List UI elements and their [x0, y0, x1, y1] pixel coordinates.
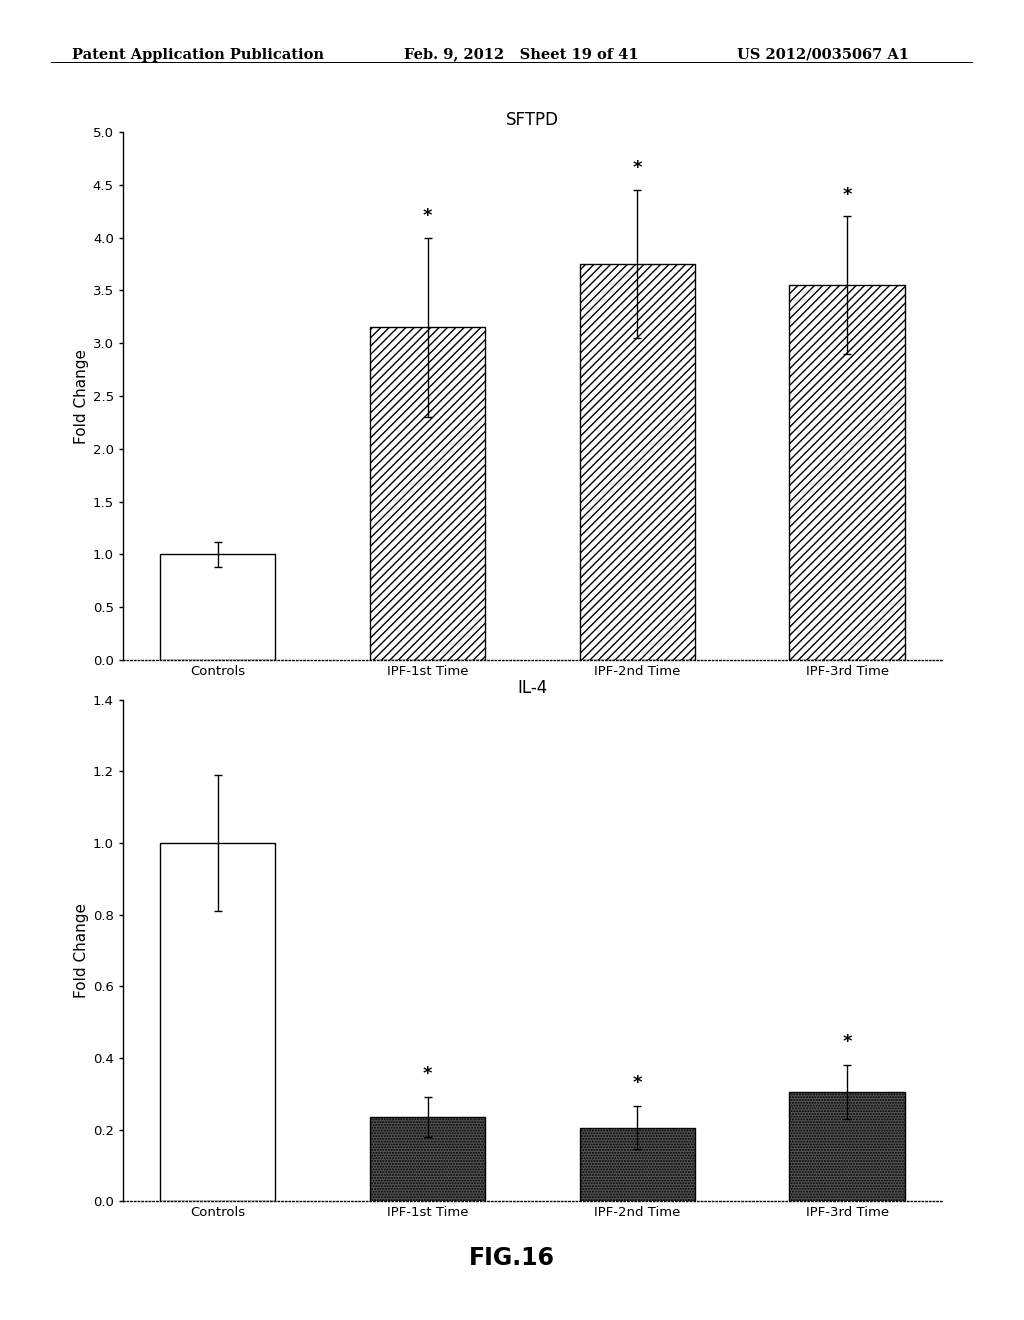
Text: *: * — [423, 207, 432, 224]
Bar — [370, 1117, 485, 1201]
Text: *: * — [843, 186, 852, 203]
Bar — [790, 285, 905, 660]
Title: SFTPD: SFTPD — [506, 111, 559, 129]
Text: *: * — [423, 1065, 432, 1082]
Bar — [160, 843, 275, 1201]
Bar — [790, 1092, 905, 1201]
Text: *: * — [843, 1032, 852, 1051]
Bar — [370, 327, 485, 660]
Y-axis label: Fold Change: Fold Change — [74, 903, 88, 998]
Text: *: * — [633, 160, 642, 177]
Bar — [160, 554, 275, 660]
Text: *: * — [633, 1074, 642, 1092]
Bar — [580, 264, 695, 660]
Text: Feb. 9, 2012   Sheet 19 of 41: Feb. 9, 2012 Sheet 19 of 41 — [404, 48, 639, 62]
Text: US 2012/0035067 A1: US 2012/0035067 A1 — [737, 48, 909, 62]
Title: IL-4: IL-4 — [517, 678, 548, 697]
Text: FIG.16: FIG.16 — [469, 1246, 555, 1270]
Text: Patent Application Publication: Patent Application Publication — [72, 48, 324, 62]
Bar — [580, 1127, 695, 1201]
Y-axis label: Fold Change: Fold Change — [74, 348, 88, 444]
